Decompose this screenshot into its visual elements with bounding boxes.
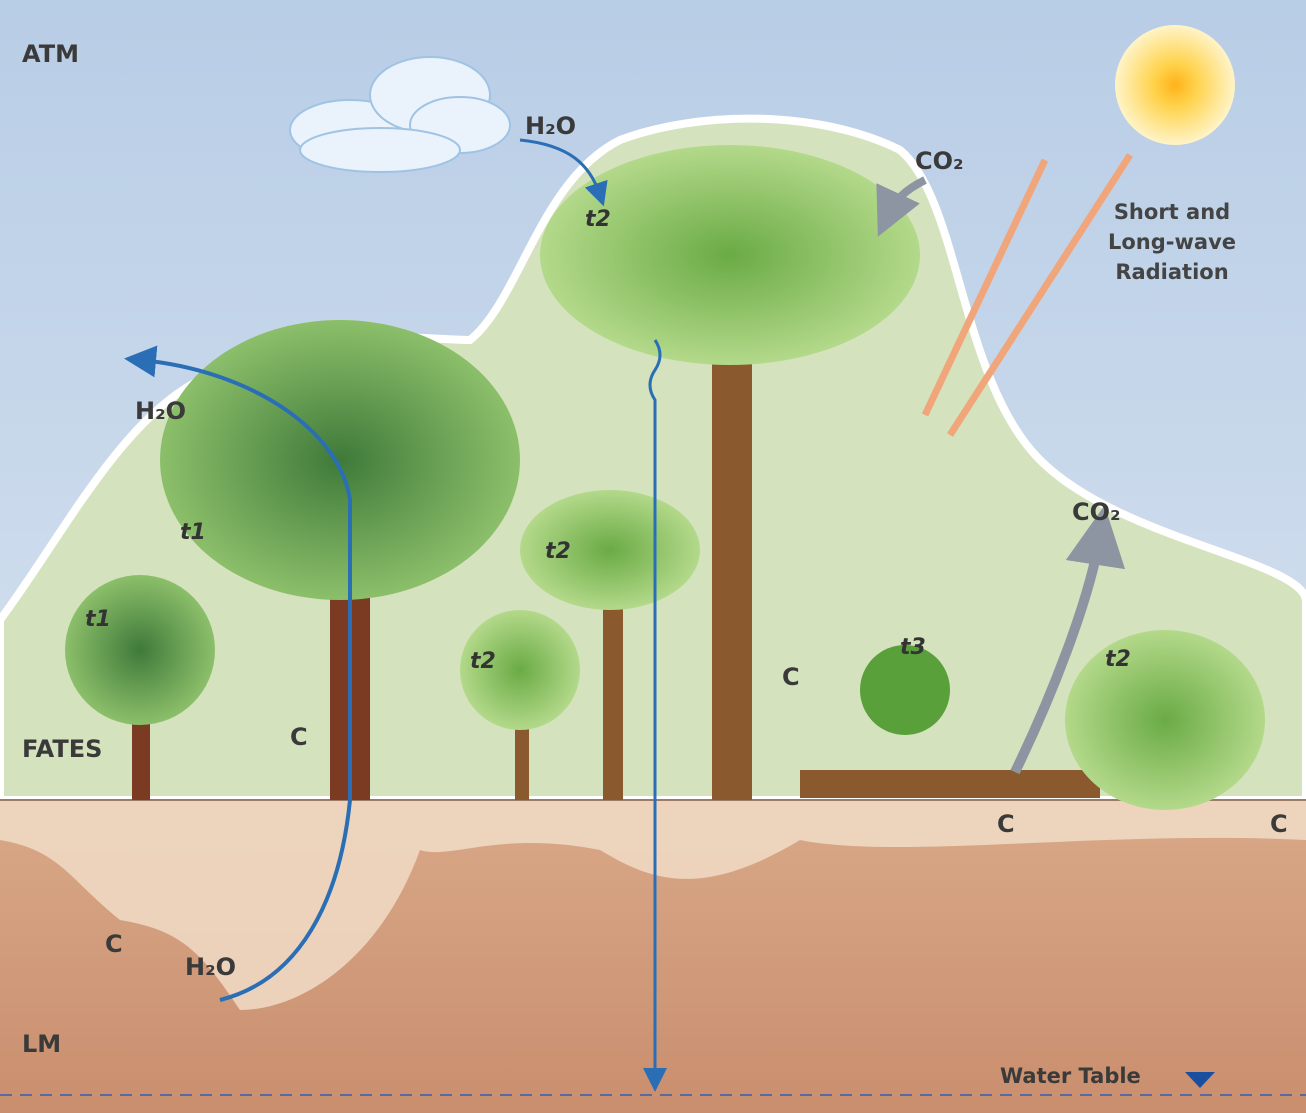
page: {"layers": {"atmosphere": "ATM", "vegeta… [0,0,1306,1113]
layer-label: ATM [22,40,79,68]
trunk [712,300,752,800]
water-label: H₂O [135,397,186,425]
sun [1115,25,1235,145]
co2-label: CO₂ [1072,498,1121,526]
canopy [160,320,520,600]
tree-type-label: t1 [180,520,206,545]
carbon-label: C [782,663,800,691]
tree-type-label: t2 [585,207,611,232]
layer-label: LM [22,1030,61,1058]
tree-type-label: t2 [545,539,571,564]
tree-type-label: t3 [900,635,926,660]
canopy [65,575,215,725]
carbon-label: C [997,810,1015,838]
diagram: ATM FATES LM Water Table Short and Long-… [0,0,1306,1113]
carbon-label: C [1270,810,1288,838]
layer-label: FATES [22,735,102,763]
radiation-label: Long-wave [1108,230,1236,254]
tree-type-label: t2 [470,649,496,674]
canopy [1065,630,1265,810]
water-label: H₂O [525,112,576,140]
radiation-label: Radiation [1115,260,1228,284]
trunk [603,580,623,800]
co2-label: CO₂ [915,147,964,175]
tree-type-label: t1 [85,607,111,632]
water-table-label: Water Table [1000,1064,1141,1088]
cloud-part [300,128,460,172]
tree-type-label: t2 [1105,647,1131,672]
water-label: H₂O [185,953,236,981]
fallen-log [800,770,1100,798]
canopy [540,145,920,365]
carbon-label: C [290,723,308,751]
carbon-label: C [105,930,123,958]
radiation-label: Short and [1114,200,1230,224]
